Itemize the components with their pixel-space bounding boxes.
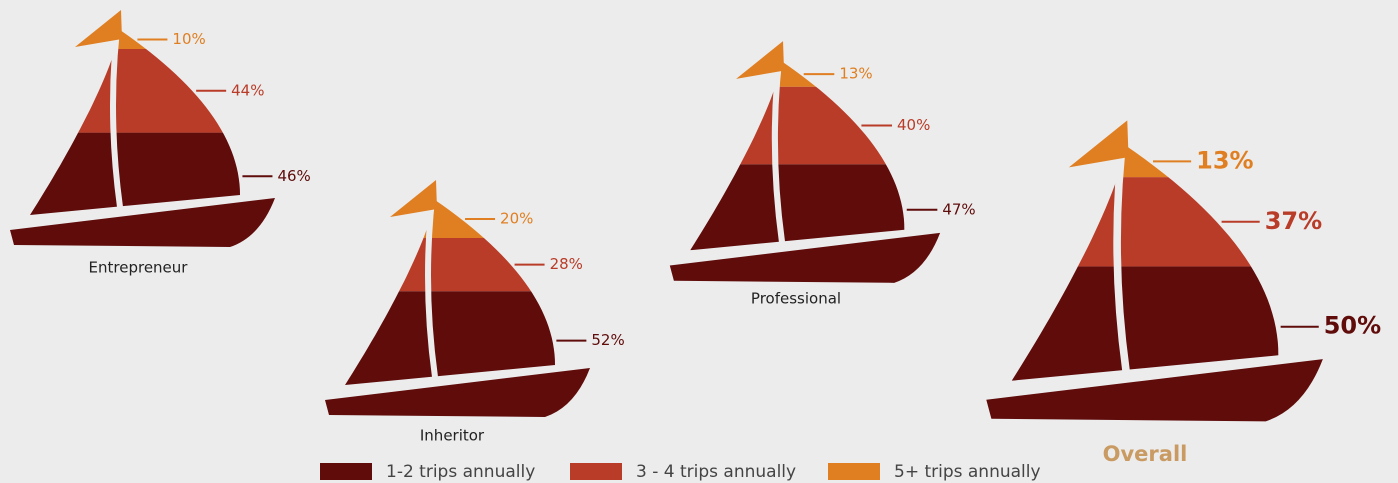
pennant [1068,120,1129,168]
hull [325,368,590,417]
hull [669,232,941,283]
value-label: 47% [942,200,975,218]
legend-label: 5+ trips annually [894,462,1041,482]
legend-swatch [320,463,372,480]
category-label: Inheritor [420,427,485,445]
pennant [75,10,122,47]
pennant [390,180,437,217]
category-label: Professional [751,290,841,308]
value-label: 28% [550,255,583,273]
value-label: 37% [1265,207,1322,235]
value-label: 52% [591,331,624,349]
value-label: 10% [172,30,205,48]
legend-label: 1-2 trips annually [386,462,535,482]
boat [10,4,275,247]
value-label: 46% [277,167,310,185]
hull [986,359,1323,422]
category-label: Entrepreneur [89,259,189,277]
pennant [736,41,785,79]
value-label: 13% [839,65,872,83]
value-label: 20% [500,210,533,228]
value-label: 44% [231,81,264,99]
category-label: Overall [1103,442,1188,466]
legend-swatch [828,463,880,480]
legend-swatch [570,463,622,480]
hull [10,198,275,247]
legend-label: 3 - 4 trips annually [636,462,796,482]
value-label: 50% [1324,312,1381,340]
value-label: 13% [1196,146,1253,174]
value-label: 40% [897,116,930,134]
